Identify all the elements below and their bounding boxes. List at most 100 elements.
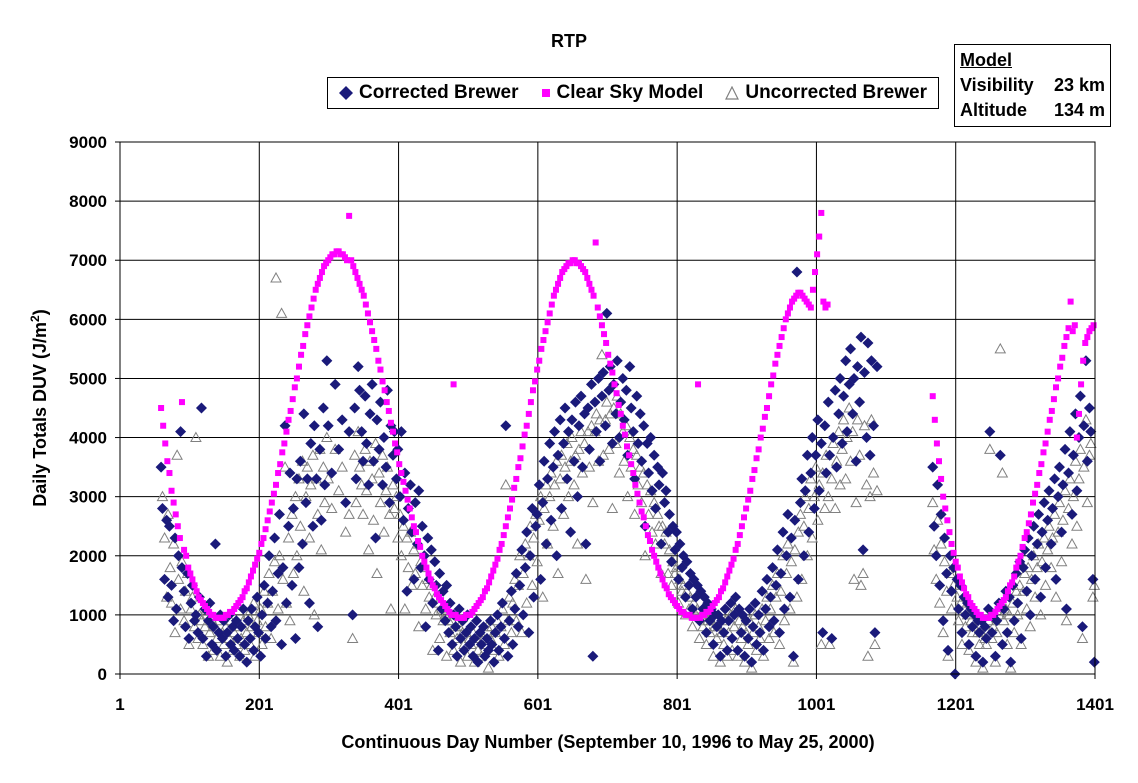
point-uncorrected-brewer [665, 579, 678, 590]
point-uncorrected-brewer [318, 496, 331, 508]
point-corrected-brewer [848, 372, 860, 384]
point-uncorrected-brewer [871, 484, 883, 496]
point-corrected-brewer [680, 591, 691, 603]
point-corrected-brewer [349, 402, 361, 414]
point-corrected-brewer [472, 656, 484, 668]
point-corrected-brewer [723, 615, 735, 627]
point-clear-sky-model [254, 555, 261, 562]
point-clear-sky-model [410, 523, 417, 530]
point-clear-sky-model [586, 280, 593, 287]
point-uncorrected-brewer [165, 597, 178, 608]
point-clear-sky-model [479, 594, 486, 601]
point-clear-sky-model [496, 546, 503, 553]
point-clear-sky-model [757, 434, 764, 441]
point-uncorrected-brewer [989, 656, 1002, 667]
point-corrected-brewer [806, 432, 818, 444]
point-clear-sky-model [375, 357, 382, 364]
point-clear-sky-model [300, 342, 307, 349]
point-uncorrected-brewer [1034, 608, 1047, 620]
point-corrected-brewer [636, 455, 648, 467]
point-uncorrected-brewer [503, 591, 516, 602]
point-clear-sky-model [653, 558, 660, 565]
point-corrected-brewer [582, 402, 594, 414]
point-clear-sky-model [396, 461, 403, 468]
point-uncorrected-brewer [841, 431, 853, 443]
point-corrected-brewer [258, 579, 270, 591]
point-clear-sky-model [628, 461, 635, 468]
point-uncorrected-brewer [1064, 472, 1076, 484]
point-clear-sky-model [187, 570, 194, 577]
point-clear-sky-model [584, 274, 591, 281]
point-corrected-brewer [721, 644, 733, 656]
point-clear-sky-model [490, 567, 497, 574]
point-corrected-brewer [176, 562, 188, 574]
point-corrected-brewer [869, 627, 881, 639]
point-corrected-brewer [817, 627, 829, 639]
point-corrected-brewer [475, 638, 487, 650]
point-uncorrected-brewer [287, 567, 300, 579]
point-corrected-brewer [829, 384, 841, 396]
point-corrected-brewer [794, 497, 806, 509]
point-corrected-brewer [262, 597, 274, 609]
point-corrected-brewer [239, 638, 251, 650]
point-uncorrected-brewer [585, 419, 598, 431]
point-uncorrected-brewer [811, 514, 824, 525]
point-clear-sky-model [820, 298, 827, 305]
point-corrected-brewer [599, 420, 611, 432]
point-corrected-brewer [465, 621, 477, 633]
point-uncorrected-brewer [183, 638, 195, 649]
point-corrected-brewer [991, 615, 1003, 627]
point-clear-sky-model [275, 470, 282, 477]
series-corrected-brewer [155, 266, 1100, 680]
point-uncorrected-brewer [499, 478, 512, 490]
point-uncorrected-brewer [284, 614, 296, 626]
point-uncorrected-brewer [346, 632, 359, 644]
point-uncorrected-brewer [818, 502, 831, 513]
point-corrected-brewer [260, 633, 272, 645]
point-clear-sky-model [613, 390, 620, 397]
point-corrected-brewer [498, 633, 510, 645]
point-corrected-brewer [824, 449, 836, 461]
point-clear-sky-model [277, 461, 284, 468]
point-corrected-brewer [827, 432, 839, 444]
point-uncorrected-brewer [580, 573, 592, 584]
point-corrected-brewer [361, 437, 373, 449]
legend-item-corrected-brewer: Corrected Brewer [339, 82, 518, 104]
point-corrected-brewer [343, 426, 355, 438]
point-corrected-brewer [747, 621, 759, 633]
point-corrected-brewer [427, 597, 439, 609]
point-uncorrected-brewer [526, 579, 539, 590]
point-clear-sky-model [824, 301, 831, 308]
point-clear-sky-model [594, 304, 601, 311]
point-clear-sky-model [392, 440, 399, 447]
point-clear-sky-model [172, 511, 179, 518]
point-uncorrected-brewer [505, 626, 518, 638]
point-corrected-brewer [237, 603, 249, 615]
point-uncorrected-brewer [937, 626, 950, 638]
point-clear-sky-model [532, 378, 539, 385]
point-corrected-brewer [246, 603, 258, 615]
point-uncorrected-brewer [582, 425, 594, 437]
point-corrected-brewer [340, 497, 352, 509]
point-corrected-brewer [841, 426, 853, 438]
point-corrected-brewer [359, 390, 371, 402]
point-corrected-brewer [298, 408, 310, 420]
point-uncorrected-brewer [573, 443, 585, 454]
point-uncorrected-brewer [1041, 543, 1054, 555]
point-clear-sky-model [400, 478, 407, 485]
point-uncorrected-brewer [238, 644, 251, 655]
point-corrected-brewer [740, 615, 752, 627]
point-clear-sky-model [425, 570, 432, 577]
point-corrected-brewer [561, 473, 573, 485]
point-clear-sky-model [507, 505, 513, 512]
point-corrected-brewer [563, 426, 574, 438]
point-clear-sky-model [256, 549, 263, 556]
point-uncorrected-brewer [536, 591, 549, 602]
point-clear-sky-model [178, 399, 185, 406]
point-clear-sky-model [390, 428, 396, 435]
point-uncorrected-brewer [829, 502, 842, 513]
point-uncorrected-brewer [785, 555, 798, 567]
x-tick-label: 1401 [1076, 695, 1114, 714]
point-clear-sky-model [1063, 334, 1070, 341]
point-corrected-brewer [228, 644, 240, 656]
